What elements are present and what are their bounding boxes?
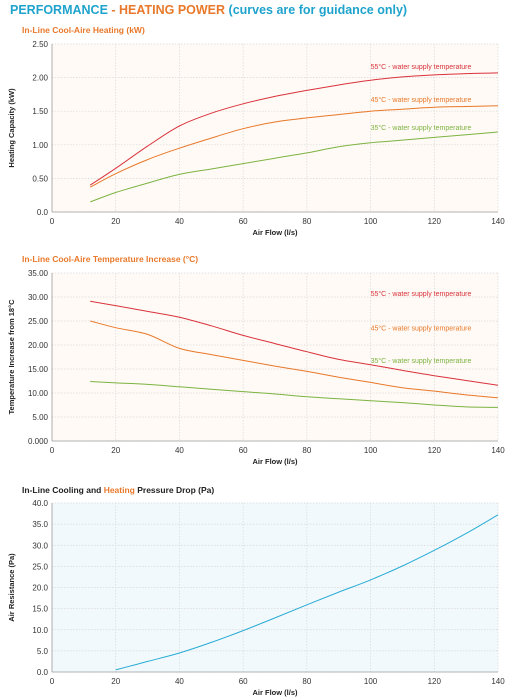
chart-title-part: In-Line Cooling and [22, 485, 104, 495]
y-tick-label: 25.0 [32, 562, 48, 571]
y-axis-label: Air Resistance (Pa) [7, 553, 16, 622]
x-tick-label: 20 [111, 446, 120, 455]
series-label: 55°C - water supply temperature [371, 290, 472, 298]
chart-title: In-Line Cool-Aire Heating (kW) [22, 25, 145, 35]
series-label: 55°C - water supply temperature [371, 63, 472, 71]
chart-title: In-Line Cool-Aire Temperature Increase (… [22, 254, 198, 264]
series-line-pressure-0 [115, 514, 499, 671]
x-tick-label: 0 [50, 677, 55, 686]
x-tick-label: 80 [302, 446, 311, 455]
x-tick-label: 80 [302, 217, 311, 226]
series-line-temperature-2 [90, 381, 499, 408]
x-tick-label: 140 [491, 217, 505, 226]
series-label: 35°C - water supply temperature [371, 124, 472, 132]
header-performance: PERFORMANCE [10, 3, 108, 17]
x-tick-label: 0 [50, 217, 55, 226]
y-tick-label: 15.0 [32, 605, 48, 614]
chart-pressure: In-Line Cooling and Heating Pressure Dro… [7, 485, 505, 697]
x-tick-label: 100 [364, 446, 378, 455]
y-tick-label: 5.00 [32, 413, 48, 422]
x-tick-label: 60 [239, 217, 248, 226]
y-tick-label: 25.00 [28, 317, 49, 326]
x-tick-label: 100 [364, 677, 378, 686]
series-label: 45°C - water supply temperature [371, 96, 472, 104]
x-tick-label: 120 [428, 217, 442, 226]
y-tick-label: 35.0 [32, 520, 48, 529]
series-label: 45°C - water supply temperature [371, 325, 472, 333]
header-guidance-note: (curves are for guidance only) [225, 3, 408, 17]
y-tick-label: 35.00 [28, 269, 49, 278]
y-tick-label: 20.0 [32, 584, 48, 593]
x-tick-label: 100 [364, 217, 378, 226]
chart-title-part: Pressure Drop (Pa) [135, 485, 215, 495]
x-tick-label: 120 [428, 446, 442, 455]
plot-area [52, 44, 498, 212]
series-label: 35°C - water supply temperature [371, 357, 472, 365]
plot-area [52, 273, 498, 441]
page-header: PERFORMANCE - HEATING POWER (curves are … [10, 3, 407, 17]
y-tick-label: 10.00 [28, 389, 49, 398]
y-tick-label: 40.0 [32, 499, 48, 508]
series-line-heating-2 [90, 131, 499, 203]
x-tick-label: 120 [428, 677, 442, 686]
y-tick-label: 0.0 [37, 668, 49, 677]
y-tick-label: 5.0 [37, 647, 49, 656]
series-line-heating-0 [89, 72, 499, 186]
y-tick-label: 0.000 [28, 437, 49, 446]
y-tick-label: 20.00 [28, 341, 49, 350]
header-heating-power: - HEATING POWER [107, 3, 226, 17]
x-tick-label: 140 [491, 446, 505, 455]
series-line-heating-1 [89, 105, 499, 188]
x-tick-label: 40 [175, 677, 184, 686]
x-tick-label: 20 [111, 217, 120, 226]
series-line-temperature-1 [90, 320, 499, 399]
x-tick-label: 40 [175, 217, 184, 226]
y-tick-label: 0.0 [37, 208, 49, 217]
y-tick-label: 2.00 [32, 74, 48, 83]
chart-title-part: Heating [104, 485, 135, 495]
x-axis-label: Air Flow (l/s) [253, 457, 299, 466]
x-axis-label: Air Flow (l/s) [253, 228, 299, 237]
y-tick-label: 15.00 [28, 365, 49, 374]
y-axis-label: Temperature Increase from 18°C [7, 299, 16, 415]
x-tick-label: 60 [239, 446, 248, 455]
x-tick-label: 140 [491, 677, 505, 686]
x-tick-label: 0 [50, 446, 55, 455]
x-tick-label: 60 [239, 677, 248, 686]
y-axis-label: Heating Capacity (kW) [7, 88, 16, 168]
y-tick-label: 30.0 [32, 541, 48, 550]
x-axis-label: Air Flow (l/s) [253, 688, 299, 697]
x-tick-label: 20 [111, 677, 120, 686]
y-tick-label: 1.00 [32, 141, 48, 150]
y-tick-label: 2.50 [32, 40, 48, 49]
x-tick-label: 40 [175, 446, 184, 455]
y-tick-label: 30.00 [28, 293, 49, 302]
chart-title: In-Line Cooling and Heating Pressure Dro… [22, 485, 214, 495]
series-line-temperature-0 [90, 300, 499, 386]
chart-temperature: In-Line Cool-Aire Temperature Increase (… [7, 254, 505, 466]
y-tick-label: 10.0 [32, 626, 48, 635]
x-tick-label: 80 [302, 677, 311, 686]
y-tick-label: 1.50 [32, 107, 48, 116]
chart-heating: In-Line Cool-Aire Heating (kW) 0.0 0.50 1.0… [7, 25, 505, 237]
y-tick-label: 0.50 [32, 174, 48, 183]
